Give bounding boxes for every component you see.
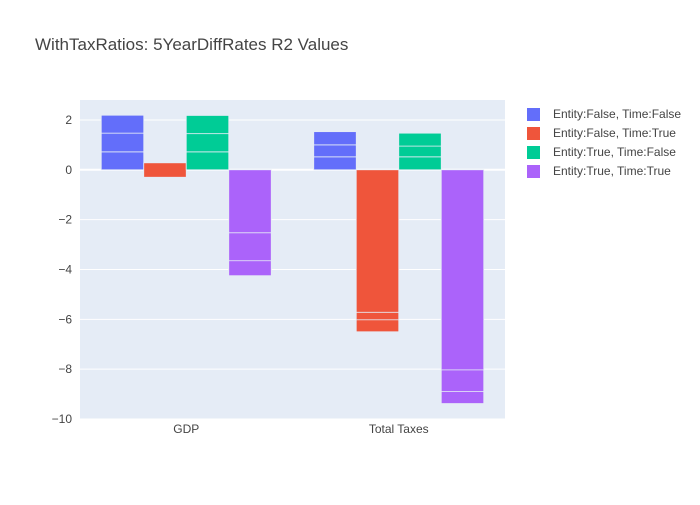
x-axis-ticks: GDP Total Taxes xyxy=(173,422,428,436)
legend-swatch[interactable] xyxy=(527,165,540,178)
bar-segment[interactable] xyxy=(355,169,400,313)
x-tick-label: GDP xyxy=(173,422,199,436)
legend-label[interactable]: Entity:False, Time:False xyxy=(553,107,681,121)
bar-segment[interactable] xyxy=(185,115,230,135)
y-tick-label: −8 xyxy=(58,362,72,376)
bar-segment[interactable] xyxy=(313,144,357,158)
y-tick-label: −10 xyxy=(52,412,73,426)
bar-segment[interactable] xyxy=(100,151,145,171)
y-tick-label: −6 xyxy=(58,312,72,326)
bar-segment[interactable] xyxy=(228,169,272,234)
x-tick-label: Total Taxes xyxy=(369,422,429,436)
bar-segment[interactable] xyxy=(228,260,272,277)
bar-segment[interactable] xyxy=(440,169,485,371)
bar-segment[interactable] xyxy=(313,131,357,146)
legend-swatch[interactable] xyxy=(527,127,540,140)
legend-swatch[interactable] xyxy=(527,108,540,121)
legend-label[interactable]: Entity:True, Time:True xyxy=(553,164,671,178)
bar-segment[interactable] xyxy=(100,132,145,153)
y-axis-ticks: 2 0 −2 −4 −6 −8 −10 xyxy=(52,113,73,426)
chart-title: WithTaxRatios: 5YearDiffRates R2 Values xyxy=(35,35,348,54)
bar-segment[interactable] xyxy=(440,391,485,404)
y-tick-label: −2 xyxy=(58,213,72,227)
bar-segment[interactable] xyxy=(100,114,145,134)
bar-segment[interactable] xyxy=(185,151,230,171)
legend-label[interactable]: Entity:False, Time:True xyxy=(553,126,676,140)
bar-segment[interactable] xyxy=(185,133,230,153)
bar-segment[interactable] xyxy=(398,145,442,158)
legend[interactable]: Entity:False, Time:False Entity:False, Ti… xyxy=(527,107,681,178)
bar-segment[interactable] xyxy=(398,156,442,171)
bar-segment[interactable] xyxy=(143,162,187,178)
bar-segment[interactable] xyxy=(313,156,357,171)
legend-swatch[interactable] xyxy=(527,146,540,159)
y-tick-label: 2 xyxy=(65,113,72,127)
bars xyxy=(100,114,485,404)
legend-label[interactable]: Entity:True, Time:False xyxy=(553,145,676,159)
bar-segment[interactable] xyxy=(398,132,442,147)
y-tick-label: −4 xyxy=(58,262,72,276)
y-tick-label: 0 xyxy=(65,163,72,177)
bar-segment[interactable] xyxy=(355,319,400,333)
